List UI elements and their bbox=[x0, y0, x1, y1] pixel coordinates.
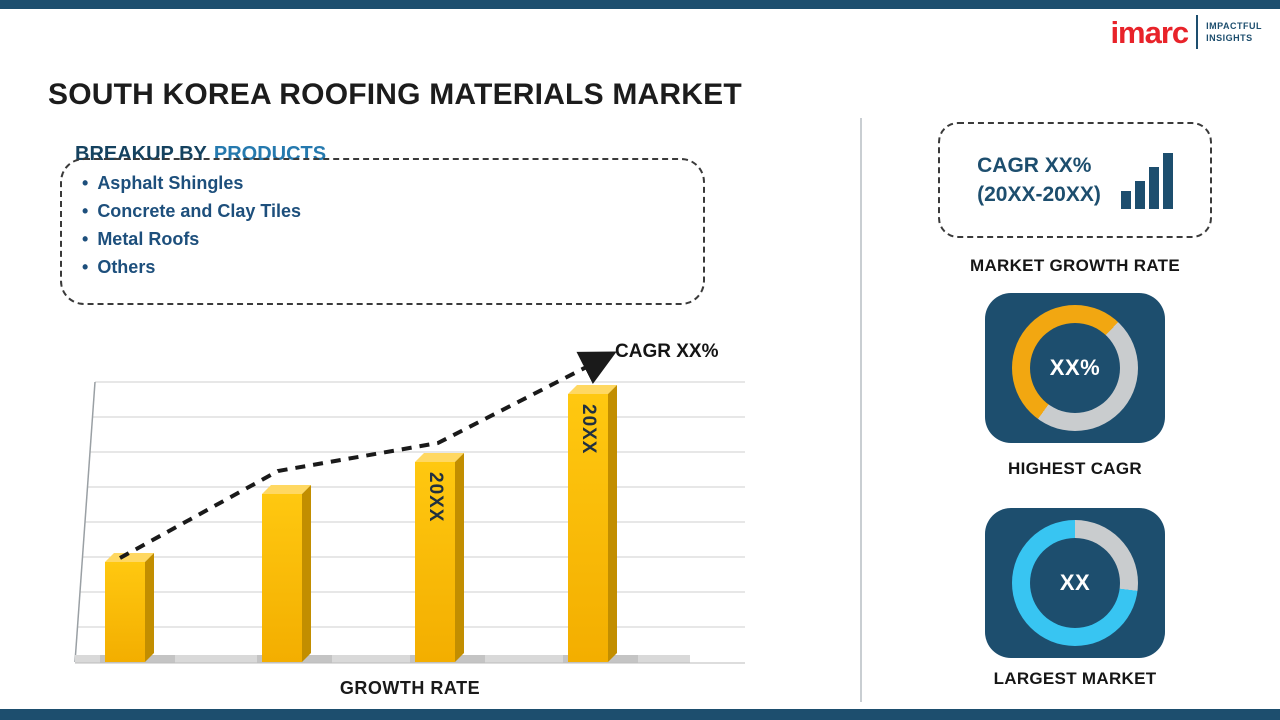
icon-bar bbox=[1148, 167, 1159, 209]
bullet-icon: • bbox=[82, 173, 89, 193]
bullet-icon: • bbox=[82, 201, 89, 221]
bottom-accent-strip bbox=[0, 709, 1280, 720]
bar bbox=[105, 562, 145, 662]
market-growth-rate-caption: MARKET GROWTH RATE bbox=[969, 256, 1180, 275]
logo-tagline-line2: INSIGHTS bbox=[1206, 33, 1253, 43]
product-label: Others bbox=[97, 257, 156, 277]
cagr-text: CAGR XX% (20XX-20XX) bbox=[977, 151, 1101, 210]
bar: 20XX bbox=[568, 394, 608, 662]
bar: 20XX bbox=[415, 462, 455, 662]
largest-market-caption: LARGEST MARKET bbox=[993, 669, 1157, 688]
chart-gridlines bbox=[74, 381, 745, 664]
logo-divider bbox=[1196, 15, 1199, 49]
growth-bar-chart: 20XX 20XX bbox=[50, 340, 750, 670]
logo-brand-text: imarc bbox=[1110, 14, 1189, 50]
logo-tagline: IMPACTFUL INSIGHTS bbox=[1206, 20, 1262, 44]
cagr-value-line: CAGR XX% bbox=[977, 153, 1092, 177]
list-item: • Metal Roofs bbox=[82, 229, 703, 250]
logo-tagline-line1: IMPACTFUL bbox=[1206, 20, 1262, 31]
highest-cagr-caption: HIGHEST CAGR bbox=[1008, 459, 1142, 478]
donut-center: XX bbox=[1030, 538, 1120, 628]
bar-label: 20XX bbox=[578, 404, 599, 455]
largest-market-value: XX bbox=[1059, 570, 1091, 595]
bar-chart-icon bbox=[1120, 151, 1173, 209]
icon-bar bbox=[1162, 153, 1173, 209]
list-item: • Concrete and Clay Tiles bbox=[82, 201, 703, 222]
largest-market-card: XX bbox=[985, 508, 1165, 658]
product-label: Concrete and Clay Tiles bbox=[97, 201, 302, 221]
icon-bar bbox=[1120, 191, 1131, 209]
market-growth-rate-box: CAGR XX% (20XX-20XX) bbox=[938, 122, 1212, 238]
chart-x-axis-label: GROWTH RATE bbox=[339, 678, 481, 698]
trend-arrow-label: CAGR XX% bbox=[615, 341, 719, 362]
bullet-icon: • bbox=[82, 257, 89, 277]
largest-market-donut-chart: XX bbox=[1012, 520, 1138, 646]
donut-center: XX% bbox=[1030, 323, 1120, 413]
imarc-logo: imarc IMPACTFUL INSIGHTS bbox=[1110, 15, 1262, 49]
product-label: Asphalt Shingles bbox=[97, 173, 244, 193]
products-list-box: • Asphalt Shingles • Concrete and Clay Til… bbox=[60, 158, 705, 305]
products-list: • Asphalt Shingles • Concrete and Clay Til… bbox=[82, 173, 703, 278]
bar bbox=[262, 494, 302, 662]
product-label: Metal Roofs bbox=[97, 229, 200, 249]
page-title: SOUTH KOREA ROOFING MATERIALS MARKET bbox=[48, 78, 742, 112]
bar-label: 20XX bbox=[425, 472, 446, 523]
list-item: • Others bbox=[82, 257, 703, 278]
highest-cagr-donut-chart: XX% bbox=[1012, 305, 1138, 431]
bullet-icon: • bbox=[82, 229, 89, 249]
icon-bar bbox=[1134, 181, 1145, 209]
highest-cagr-card: XX% bbox=[985, 293, 1165, 443]
section-divider bbox=[860, 118, 862, 702]
highest-cagr-value: XX% bbox=[1049, 355, 1101, 380]
top-accent-strip bbox=[0, 0, 1280, 9]
cagr-period-line: (20XX-20XX) bbox=[977, 183, 1101, 206]
list-item: • Asphalt Shingles bbox=[82, 173, 703, 194]
